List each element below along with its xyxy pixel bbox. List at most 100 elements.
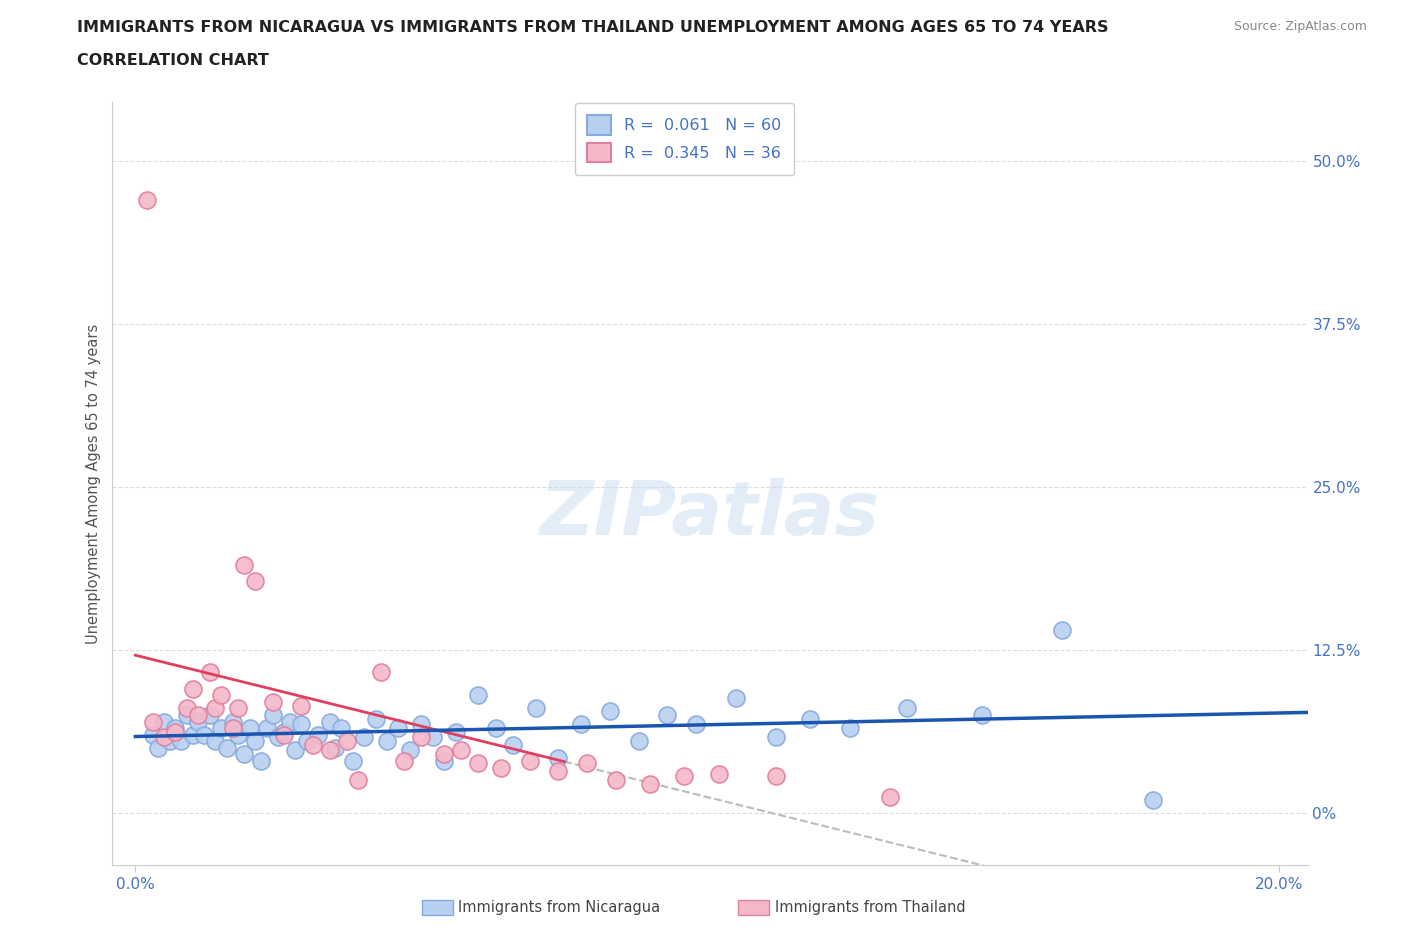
Point [685, 717, 707, 732]
Point [187, 708, 209, 723]
Point [502, 737, 524, 752]
Point [765, 769, 787, 784]
Text: ZIPatlas: ZIPatlas [540, 478, 880, 551]
Point [444, 724, 467, 739]
Point [325, 740, 347, 755]
Point [799, 711, 821, 726]
Point [450, 743, 472, 758]
Point [273, 727, 295, 742]
Point [250, 753, 273, 768]
Point [221, 714, 243, 729]
Point [226, 727, 249, 742]
Point [209, 721, 232, 736]
Point [547, 764, 569, 778]
Point [221, 721, 243, 736]
Point [165, 724, 187, 739]
Point [1142, 792, 1164, 807]
Point [484, 721, 506, 736]
Text: CORRELATION CHART: CORRELATION CHART [77, 53, 269, 68]
Point [245, 573, 267, 588]
Point [319, 743, 342, 758]
Point [209, 688, 232, 703]
Point [353, 730, 375, 745]
Point [411, 730, 433, 745]
Point [193, 727, 215, 742]
Point [398, 743, 420, 758]
Point [724, 691, 747, 706]
Point [638, 777, 661, 791]
Y-axis label: Unemployment Among Ages 65 to 74 years: Unemployment Among Ages 65 to 74 years [86, 324, 101, 644]
Point [519, 753, 541, 768]
Point [198, 708, 221, 723]
Point [673, 769, 696, 784]
Point [347, 773, 370, 788]
Point [1050, 623, 1073, 638]
Point [141, 714, 163, 729]
Point [141, 727, 163, 742]
Point [370, 665, 392, 680]
Text: Source: ZipAtlas.com: Source: ZipAtlas.com [1233, 20, 1367, 33]
Point [226, 701, 249, 716]
Point [547, 751, 569, 765]
Legend: R =  0.061   N = 60, R =  0.345   N = 36: R = 0.061 N = 60, R = 0.345 N = 36 [575, 102, 794, 175]
Point [181, 682, 204, 697]
Point [605, 773, 627, 788]
Point [290, 717, 312, 732]
Point [256, 721, 278, 736]
Point [524, 701, 547, 716]
Point [839, 721, 862, 736]
Point [627, 734, 650, 749]
Point [148, 740, 170, 755]
Point [239, 721, 262, 736]
Point [422, 730, 444, 745]
Point [233, 747, 256, 762]
Point [467, 688, 489, 703]
Point [204, 701, 226, 716]
Point [273, 724, 295, 739]
Point [135, 193, 157, 207]
Point [896, 701, 918, 716]
Text: Immigrants from Thailand: Immigrants from Thailand [775, 900, 966, 915]
Point [187, 714, 209, 729]
Point [319, 714, 342, 729]
Point [765, 730, 787, 745]
Point [707, 766, 730, 781]
Point [170, 734, 193, 749]
Point [153, 730, 176, 745]
Point [599, 704, 621, 719]
Point [267, 730, 290, 745]
Point [233, 558, 256, 573]
Text: Immigrants from Nicaragua: Immigrants from Nicaragua [458, 900, 661, 915]
Point [245, 734, 267, 749]
Point [181, 727, 204, 742]
Point [392, 753, 415, 768]
Point [204, 734, 226, 749]
Point [569, 717, 592, 732]
Point [387, 721, 409, 736]
Point [165, 721, 187, 736]
Point [411, 717, 433, 732]
Point [198, 665, 221, 680]
Point [433, 753, 456, 768]
Point [262, 695, 284, 710]
Point [879, 790, 901, 804]
Point [467, 756, 489, 771]
Point [176, 701, 198, 716]
Point [278, 714, 301, 729]
Point [262, 708, 284, 723]
Point [215, 740, 238, 755]
Point [301, 737, 323, 752]
Text: IMMIGRANTS FROM NICARAGUA VS IMMIGRANTS FROM THAILAND UNEMPLOYMENT AMONG AGES 65: IMMIGRANTS FROM NICARAGUA VS IMMIGRANTS … [77, 20, 1109, 35]
Point [433, 747, 456, 762]
Point [970, 708, 993, 723]
Point [491, 761, 513, 776]
Point [176, 708, 198, 723]
Point [330, 721, 353, 736]
Point [342, 753, 364, 768]
Point [576, 756, 599, 771]
Point [159, 734, 181, 749]
Point [307, 727, 329, 742]
Point [295, 734, 318, 749]
Point [153, 714, 176, 729]
Point [364, 711, 387, 726]
